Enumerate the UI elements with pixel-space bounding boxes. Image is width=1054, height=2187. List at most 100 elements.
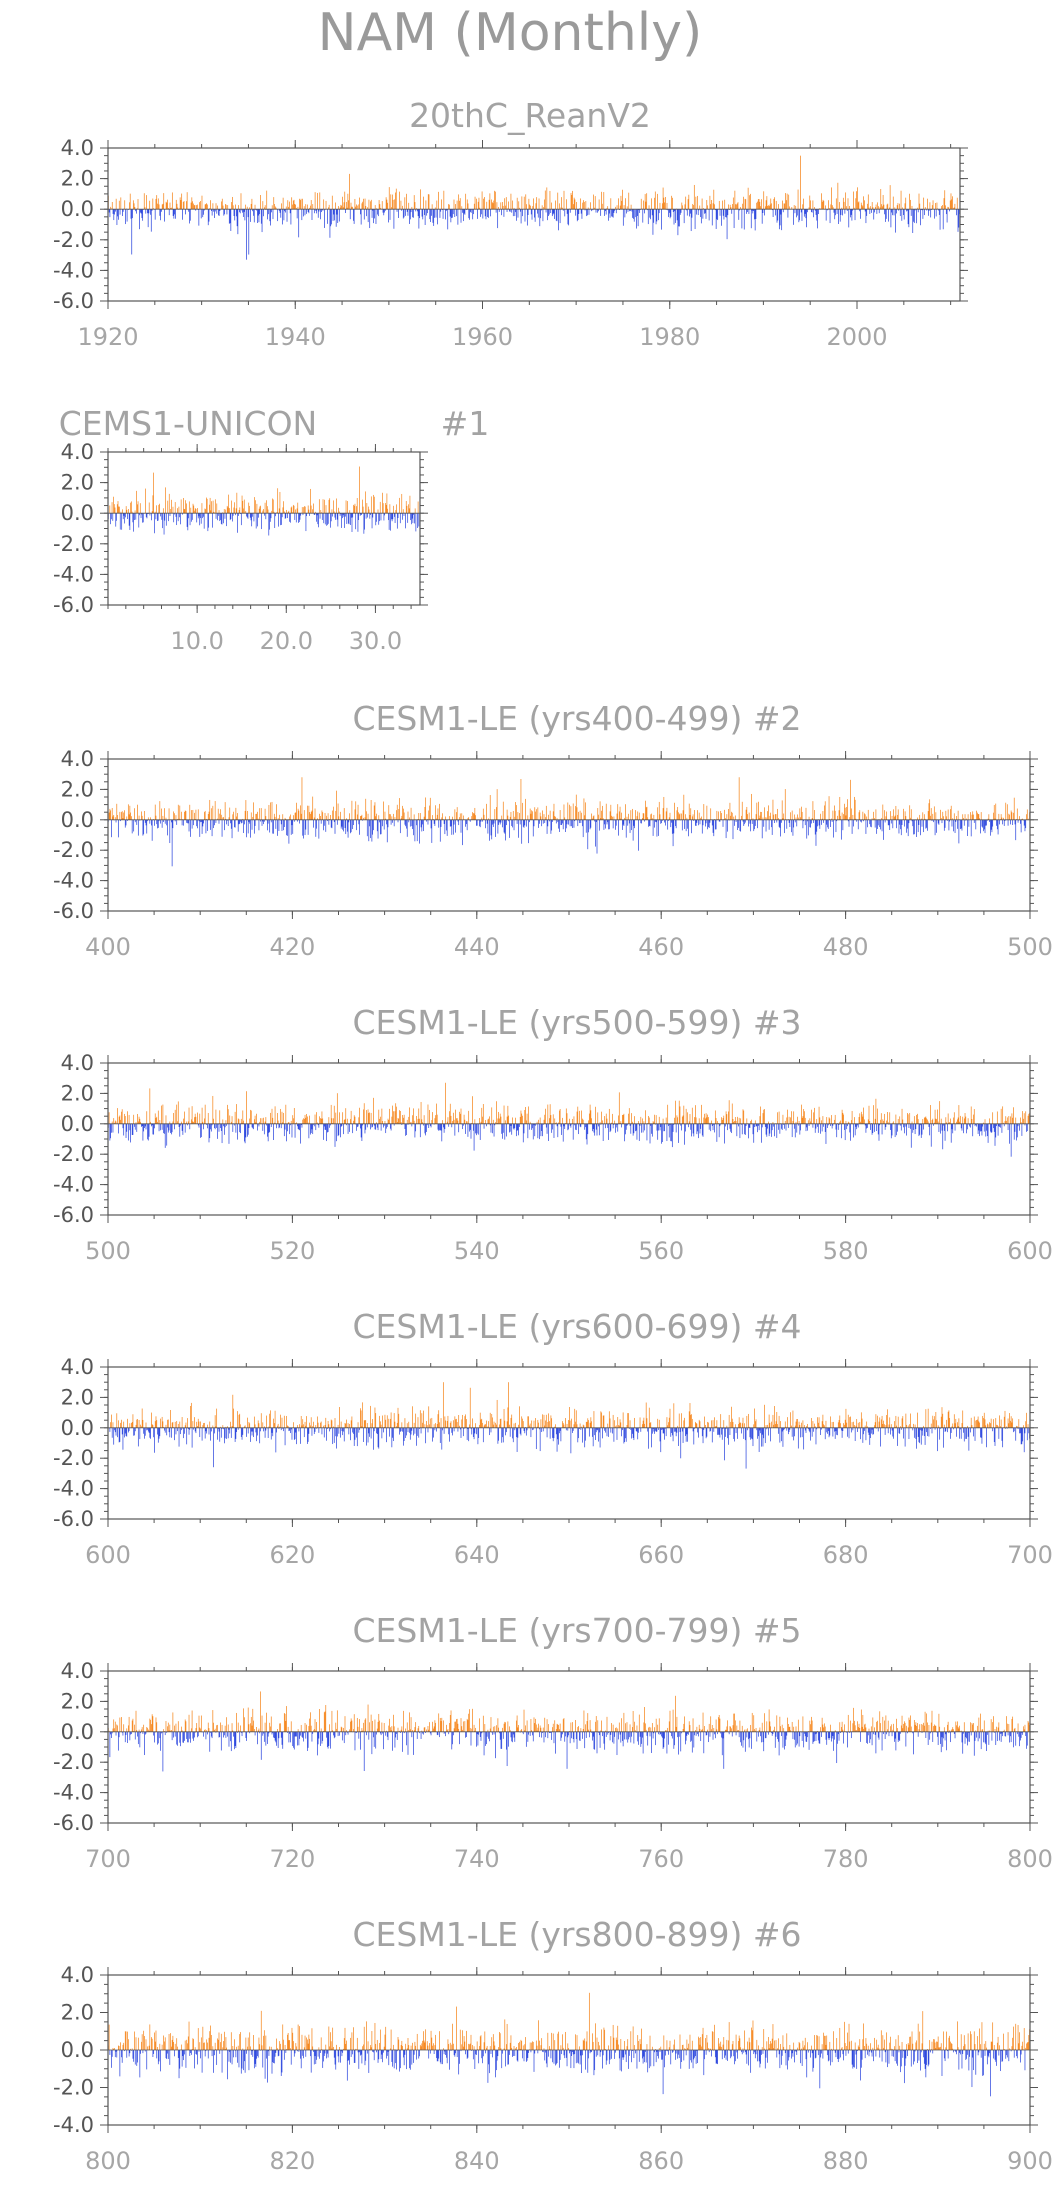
- bar-positive: [953, 1117, 954, 1124]
- bar-negative: [368, 1427, 370, 1434]
- bar-positive: [154, 511, 156, 514]
- bar-negative: [794, 1123, 796, 1138]
- bar-negative: [291, 1427, 293, 1440]
- bar-negative: [899, 819, 901, 825]
- bar-positive: [492, 203, 494, 210]
- bar-negative: [215, 819, 217, 823]
- bar-negative: [200, 819, 201, 823]
- bar-positive: [920, 818, 922, 820]
- bar-positive: [1008, 813, 1010, 820]
- bar-negative: [206, 1123, 208, 1125]
- bar-positive: [860, 1111, 862, 1124]
- bar-positive: [755, 814, 757, 820]
- bar-negative: [885, 1123, 887, 1128]
- bar-negative: [878, 1123, 880, 1141]
- bar-positive: [214, 1415, 216, 1428]
- bar-negative: [307, 819, 309, 835]
- bar-positive: [630, 204, 632, 210]
- bar-positive: [389, 814, 391, 820]
- bar-positive: [277, 1423, 279, 1428]
- bar-positive: [507, 1105, 509, 1124]
- bar-negative: [265, 1427, 267, 1431]
- bar-positive: [273, 1418, 274, 1428]
- bar-negative: [200, 1123, 202, 1138]
- bar-negative: [371, 209, 373, 218]
- bar-positive: [249, 1423, 251, 1428]
- bar-positive: [597, 808, 599, 820]
- bar-negative: [827, 1123, 829, 1126]
- bar-positive: [858, 201, 860, 210]
- bar-positive: [555, 1122, 557, 1124]
- bar-negative: [445, 209, 446, 220]
- bar-negative: [542, 1427, 544, 1432]
- bar-negative: [827, 819, 828, 828]
- bar-negative: [210, 209, 212, 212]
- bar-positive: [703, 804, 705, 820]
- bar-negative: [874, 819, 876, 828]
- bar-positive: [552, 1114, 554, 1124]
- bar-negative: [401, 1123, 403, 1125]
- bar-positive: [839, 1121, 841, 1124]
- bar-positive: [253, 1119, 255, 1124]
- bar-negative: [887, 819, 889, 826]
- bar-positive: [879, 207, 881, 210]
- bar-positive: [245, 800, 247, 820]
- bar-negative: [289, 1123, 291, 1135]
- bar-negative: [976, 1123, 977, 1127]
- bar-negative: [833, 819, 834, 838]
- bar-negative: [921, 819, 923, 827]
- bar-negative: [567, 1123, 569, 1131]
- bar-positive: [131, 511, 133, 514]
- bar-positive: [653, 814, 655, 820]
- bar-negative: [1001, 1123, 1003, 1133]
- bar-positive: [245, 510, 247, 514]
- bar-positive: [385, 197, 387, 210]
- bar-positive: [375, 1413, 377, 1428]
- bar-positive: [598, 814, 599, 820]
- bar-positive: [116, 803, 118, 820]
- bar-positive: [1026, 814, 1027, 820]
- bar-negative: [186, 1427, 188, 1445]
- bar-negative: [774, 819, 775, 824]
- bar-negative: [226, 209, 228, 215]
- bar-negative: [967, 1123, 968, 1130]
- bar-positive: [542, 810, 543, 820]
- bar-positive: [897, 1118, 899, 1124]
- bar-negative: [263, 1427, 264, 1432]
- bar-positive: [313, 817, 315, 820]
- bar-positive: [271, 510, 273, 514]
- bar-positive: [496, 807, 497, 820]
- bar-positive: [190, 202, 192, 210]
- bar-positive: [183, 497, 184, 514]
- bar-negative: [550, 819, 552, 834]
- bar-negative: [278, 513, 279, 527]
- bar-positive: [500, 1116, 502, 1124]
- bar-negative: [126, 1123, 128, 1132]
- bar-negative: [171, 1123, 173, 1133]
- bar-negative: [471, 1427, 473, 1435]
- bar-negative: [134, 819, 136, 823]
- bar-negative: [480, 819, 482, 822]
- bar-negative: [166, 1123, 168, 1146]
- bar-positive: [175, 199, 177, 210]
- bar-positive: [950, 805, 952, 820]
- bar-positive: [782, 200, 783, 210]
- bar-negative: [263, 819, 265, 822]
- bar-negative: [741, 209, 743, 229]
- bar-positive: [317, 192, 318, 210]
- bar-positive: [585, 201, 587, 210]
- bar-positive: [509, 1424, 510, 1428]
- bar-positive: [218, 510, 220, 514]
- bar-negative: [555, 819, 557, 824]
- bar-positive: [420, 189, 421, 210]
- bar-positive: [608, 1108, 610, 1124]
- bar-negative: [528, 819, 529, 844]
- bar-negative: [658, 819, 659, 836]
- bar-negative: [359, 513, 361, 516]
- bar-positive: [299, 198, 300, 210]
- bar-positive: [976, 810, 977, 820]
- bar-positive: [376, 813, 377, 820]
- bar-negative: [273, 819, 274, 834]
- bar-positive: [403, 1117, 404, 1124]
